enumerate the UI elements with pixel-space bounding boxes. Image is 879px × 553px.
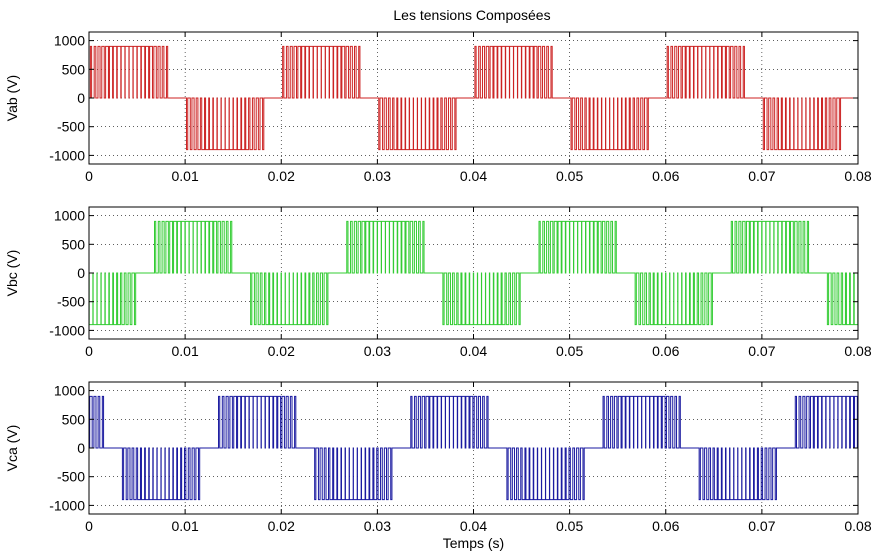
x-tick-label: 0.01: [172, 168, 199, 184]
x-tick-label: 0.01: [172, 518, 199, 534]
x-tick-label: 0.07: [748, 518, 775, 534]
x-tick-label: 0.08: [844, 518, 871, 534]
y-tick-label: 1000: [54, 33, 85, 49]
x-tick-label: 0.05: [556, 168, 583, 184]
x-tick-label: 0.02: [268, 518, 295, 534]
x-tick-label: 0.07: [748, 168, 775, 184]
y-tick-label: 500: [62, 411, 86, 427]
vca-panel: 0 0.01 0.02 0.03 0.04 0.05 0.06 0.07 0.08 -1000 -5…: [4, 381, 872, 551]
x-tick-label: 0.03: [364, 343, 391, 359]
x-tick-label: 0.04: [460, 518, 487, 534]
x-tick-label: 0.08: [844, 343, 871, 359]
y-axis-label: Vab (V): [4, 75, 20, 121]
x-tick-label: 0.06: [652, 168, 679, 184]
y-tick-label: -1000: [49, 322, 85, 338]
x-axis-label: Temps (s): [443, 535, 504, 551]
y-tick-label: 500: [62, 236, 86, 252]
x-tick-label: 0.07: [748, 343, 775, 359]
y-tick-label: 1000: [54, 383, 85, 399]
x-tick-label: 0.08: [844, 168, 871, 184]
y-tick-label: -1000: [49, 497, 85, 513]
x-tick-label: 0.01: [172, 343, 199, 359]
x-tick-label: 0.03: [364, 168, 391, 184]
y-axis-label: Vbc (V): [4, 250, 20, 297]
series-line: [89, 395, 858, 501]
y-tick-label: -500: [57, 294, 85, 310]
series-line: [89, 45, 858, 151]
x-tick-label: 0.02: [268, 168, 295, 184]
x-tick-label: 0: [85, 518, 93, 534]
x-tick-label: 0.03: [364, 518, 391, 534]
x-tick-label: 0.06: [652, 518, 679, 534]
y-axis-label: Vca (V): [4, 425, 20, 472]
y-tick-label: -1000: [49, 147, 85, 163]
chart-title: Les tensions Composées: [393, 7, 550, 23]
x-tick-label: 0.04: [460, 168, 487, 184]
x-tick-label: 0.02: [268, 343, 295, 359]
x-tick-label: 0: [85, 168, 93, 184]
x-tick-label: 0.06: [652, 343, 679, 359]
y-tick-label: 1000: [54, 208, 85, 224]
y-tick-label: 0: [77, 90, 85, 106]
y-tick-label: -500: [57, 469, 85, 485]
vab-panel: 0 0.01 0.02 0.03 0.04 0.05 0.06 0.07 0.08 -1000 -5…: [4, 31, 872, 184]
y-tick-label: 500: [62, 61, 86, 77]
y-tick-label: 0: [77, 265, 85, 281]
vbc-panel: 0 0.01 0.02 0.03 0.04 0.05 0.06 0.07 0.08 -1000 -5…: [4, 206, 872, 359]
x-tick-label: 0: [85, 343, 93, 359]
x-tick-label: 0.05: [556, 518, 583, 534]
series-line: [89, 220, 858, 326]
x-tick-label: 0.05: [556, 343, 583, 359]
y-tick-label: -500: [57, 119, 85, 135]
y-tick-label: 0: [77, 440, 85, 456]
panels: 0 0.01 0.02 0.03 0.04 0.05 0.06 0.07 0.08 -1000 -5…: [4, 31, 872, 551]
x-tick-label: 0.04: [460, 343, 487, 359]
